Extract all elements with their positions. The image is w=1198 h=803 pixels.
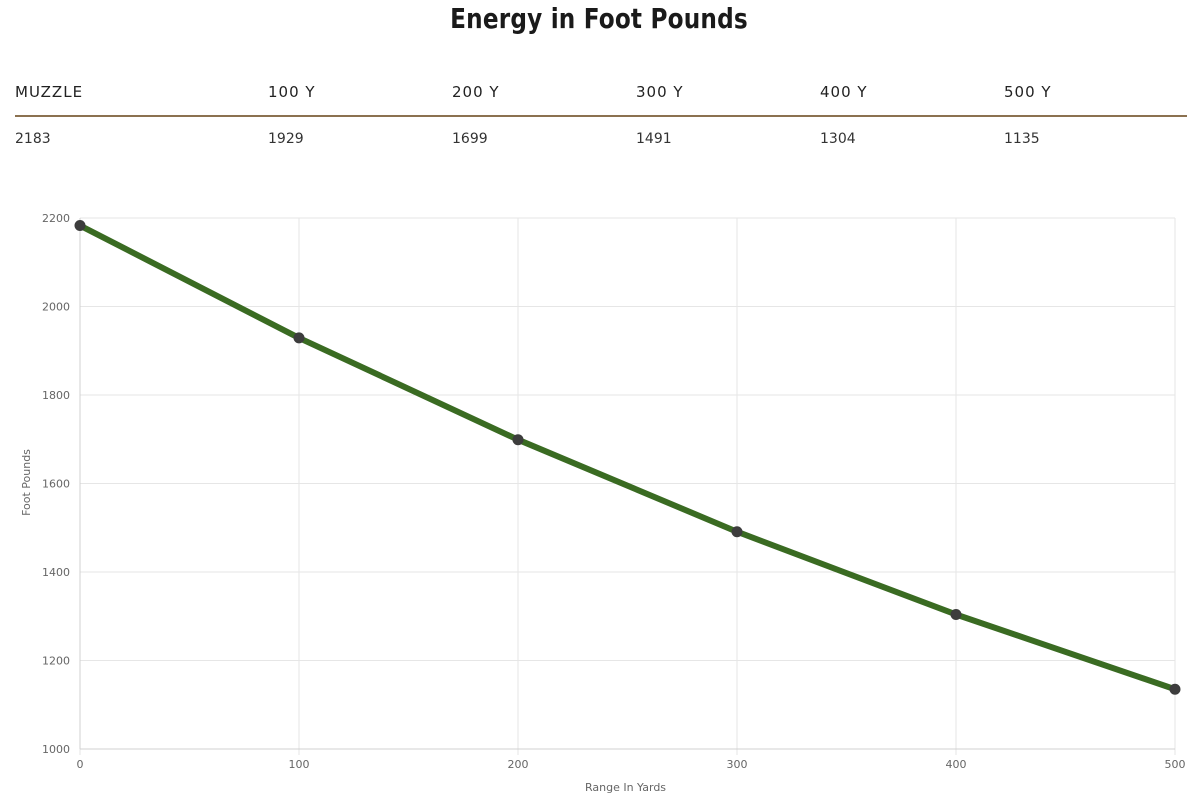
- table-header-row: MUZZLE 100 Y 200 Y 300 Y 400 Y 500 Y: [15, 80, 1187, 117]
- axes: 1000 1200 1400 1600 1800 2000 2200 0 100 200 300 40…: [42, 212, 1186, 771]
- y-tick-label: 1400: [42, 566, 70, 579]
- series: [74, 220, 1181, 695]
- energy-line-chart: 1000 1200 1400 1600 1800 2000 2200 0 100 200 300 40…: [20, 212, 1186, 794]
- value-100y: 1929: [268, 131, 304, 147]
- header-300y: 300 Y: [636, 80, 820, 117]
- data-point: [1169, 683, 1181, 695]
- y-tick-label: 1200: [42, 655, 70, 668]
- header-muzzle: MUZZLE: [15, 80, 268, 117]
- grid: [79, 217, 1176, 755]
- y-axis-title: Foot Pounds: [20, 449, 33, 516]
- data-point: [950, 608, 962, 620]
- data-point: [74, 220, 86, 232]
- header-500y: 500 Y: [1004, 80, 1187, 117]
- data-point: [512, 434, 524, 446]
- value-muzzle: 2183: [15, 131, 51, 147]
- value-300y: 1491: [636, 131, 672, 147]
- x-tick-label: 300: [727, 758, 748, 771]
- energy-series-line: [77, 222, 1178, 693]
- y-tick-label: 2000: [42, 301, 70, 314]
- table-row: 2183 1929 1699 1491 1304 1135: [15, 116, 1187, 147]
- x-tick-label: 500: [1165, 758, 1186, 771]
- data-point: [731, 526, 743, 538]
- header-200y: 200 Y: [452, 80, 636, 117]
- chart-title: Energy in Foot Pounds: [450, 2, 748, 35]
- value-400y: 1304: [820, 131, 856, 147]
- x-tick-label: 0: [77, 758, 84, 771]
- x-tick-label: 100: [289, 758, 310, 771]
- energy-table: MUZZLE 100 Y 200 Y 300 Y 400 Y 500 Y 218…: [15, 80, 1187, 147]
- y-tick-label: 2200: [42, 212, 70, 225]
- header-400y: 400 Y: [820, 80, 1004, 117]
- y-tick-label: 1600: [42, 478, 70, 491]
- data-point: [293, 332, 305, 344]
- value-200y: 1699: [452, 131, 488, 147]
- x-tick-label: 400: [946, 758, 967, 771]
- x-axis-title: Range In Yards: [585, 781, 666, 794]
- value-500y: 1135: [1004, 131, 1040, 147]
- header-100y: 100 Y: [268, 80, 452, 117]
- x-tick-label: 200: [508, 758, 529, 771]
- y-tick-label: 1000: [42, 743, 70, 756]
- y-tick-label: 1800: [42, 389, 70, 402]
